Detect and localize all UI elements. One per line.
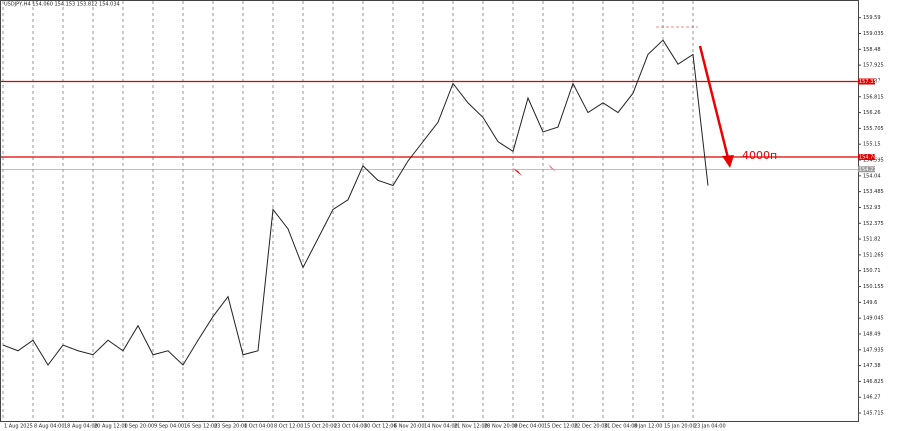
y-tick-label: 157.925 — [863, 63, 884, 69]
y-tick-label: 149.6 — [863, 300, 877, 306]
y-tick-label: 154.04 — [863, 173, 881, 179]
y-tick-label: 158.48 — [863, 47, 881, 53]
y-tick-label: 145.715 — [863, 411, 884, 417]
level-tag — [858, 166, 875, 173]
marker-arrow — [548, 164, 556, 172]
x-tick-label: 16 Sep 12:00 — [184, 424, 217, 430]
y-tick-label: 156.815 — [863, 94, 884, 100]
y-tick-label: 151.265 — [863, 252, 884, 258]
x-tick-label: 1 Oct 04:00 — [244, 424, 273, 430]
x-tick-label: 15 Dec 12:00 — [544, 424, 578, 430]
plot-frame — [0, 0, 859, 422]
arrow-line — [698, 45, 730, 159]
x-tick-label: 8 Aug 04:00 — [34, 424, 65, 430]
arrows — [512, 26, 734, 176]
y-tick-label: 151.82 — [863, 237, 881, 243]
x-tick-label: 1 Sep 20:00 — [124, 424, 154, 430]
y-tick-label: 147.935 — [863, 347, 884, 353]
y-tick-label: 149.045 — [863, 316, 884, 322]
y-tick-label: 152.93 — [863, 205, 881, 211]
x-tick-label: 1 Aug 2025 — [4, 424, 33, 430]
level-label: 154.700 — [859, 155, 880, 161]
x-tick-label: 18 Aug 04:00 — [64, 424, 98, 430]
x-tick-label: 23 Sep 20:00 — [214, 424, 247, 430]
y-tick-label: 150.155 — [863, 284, 884, 290]
x-tick-label: 21 Nov 12:00 — [454, 424, 488, 430]
chart-title: USDJPY,H4 154.060 154.153 153.812 154.03… — [4, 2, 120, 8]
x-tick-label: 22 Dec 20:00 — [574, 424, 608, 430]
level-tag — [858, 154, 875, 161]
level-label: 154.270 — [859, 167, 880, 173]
y-tick-label: 155.15 — [863, 142, 881, 148]
y-tick-label: 152.375 — [863, 221, 884, 227]
annotation: 4000п — [742, 149, 777, 162]
x-tick-label: 15 Oct 20:00 — [304, 424, 337, 430]
price-line — [2, 39, 709, 366]
x-tick-label: 6 Nov 20:00 — [394, 424, 425, 430]
arrow-head — [722, 155, 734, 168]
x-tick-label: 20 Aug 12:00 — [94, 424, 128, 430]
x-tick-label: 8 Jan 12:00 — [634, 424, 662, 430]
x-tick-label: 31 Dec 04:00 — [604, 424, 638, 430]
level-tag — [858, 78, 875, 85]
x-tick-label: 15 Jan 20:00 — [664, 424, 696, 430]
x-tick-label: 28 Nov 20:00 — [484, 424, 518, 430]
x-tick-label: 30 Oct 12:00 — [364, 424, 397, 430]
level-label: 157.350 — [859, 79, 880, 85]
y-tick-label: 153.485 — [863, 189, 884, 195]
y-tick-label: 146.825 — [863, 379, 884, 385]
x-tick-label: 23 Jan 04:00 — [694, 424, 726, 430]
y-tick-label: 159.035 — [863, 31, 884, 37]
y-tick-label: 155.705 — [863, 126, 884, 132]
x-tick-label: 14 Nov 04:00 — [424, 424, 458, 430]
y-tick-label: 148.49 — [863, 331, 881, 337]
y-tick-label: 154.595 — [863, 158, 884, 164]
y-tick-label: 147.38 — [863, 363, 881, 369]
y-tick-label: 156.26 — [863, 110, 881, 116]
x-tick-label: 8 Dec 04:00 — [514, 424, 544, 430]
y-tick-label: 159.59 — [863, 15, 881, 21]
y-tick-label: 146.27 — [863, 395, 881, 401]
x-tick-label: 8 Oct 12:00 — [274, 424, 303, 430]
x-tick-label: 9 Sep 04:00 — [154, 424, 184, 430]
x-tick-label: 23 Oct 04:00 — [334, 424, 367, 430]
y-tick-label: 150.71 — [863, 268, 881, 274]
marker-arrow — [512, 168, 522, 176]
